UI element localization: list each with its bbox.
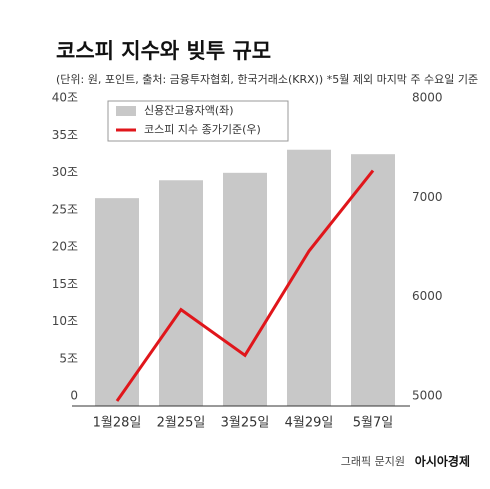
legend-label: 코스피 지수 종가기준(우) [144, 123, 261, 136]
y-tick-label: 25조 [52, 202, 78, 216]
credit: 그래픽 문지원 [341, 455, 405, 468]
bar [223, 172, 267, 406]
legend-label: 신용잔고융자액(좌) [144, 104, 234, 117]
y2-tick-label: 5000 [412, 389, 443, 403]
y2-tick-label: 8000 [412, 91, 443, 105]
x-tick-label: 1월28일 [93, 416, 142, 431]
bar [95, 198, 139, 406]
y-tick-label: 0 [70, 389, 78, 403]
y-tick-label: 40조 [52, 91, 78, 105]
bar [159, 180, 203, 406]
bar [351, 154, 395, 406]
x-tick-label: 2월25일 [157, 416, 206, 431]
x-tick-label: 3월25일 [221, 416, 270, 431]
y-tick-label: 20조 [52, 240, 78, 254]
line [115, 169, 375, 402]
y-tick-label: 30조 [52, 165, 78, 179]
x-tick-label: 5월7일 [353, 416, 393, 431]
brand: 아시아경제 [415, 454, 470, 469]
y2-tick-label: 6000 [412, 289, 443, 303]
legend-box [107, 100, 289, 142]
y-tick-label: 10조 [52, 314, 78, 328]
y-tick-label: 15조 [52, 277, 78, 291]
y2-tick-label: 7000 [412, 190, 443, 204]
x-tick-label: 4월29일 [285, 416, 334, 431]
chart-title: 코스피 지수와 빚투 규모 [56, 39, 271, 63]
subtitle: (단위: 원, 포인트, 출처: 금융투자협회, 한국거래소(KRX)) *5월… [56, 72, 478, 86]
y-tick-label: 35조 [52, 128, 78, 142]
y-tick-label: 5조 [59, 351, 78, 365]
bar [287, 149, 331, 406]
legend-swatch [116, 106, 136, 116]
